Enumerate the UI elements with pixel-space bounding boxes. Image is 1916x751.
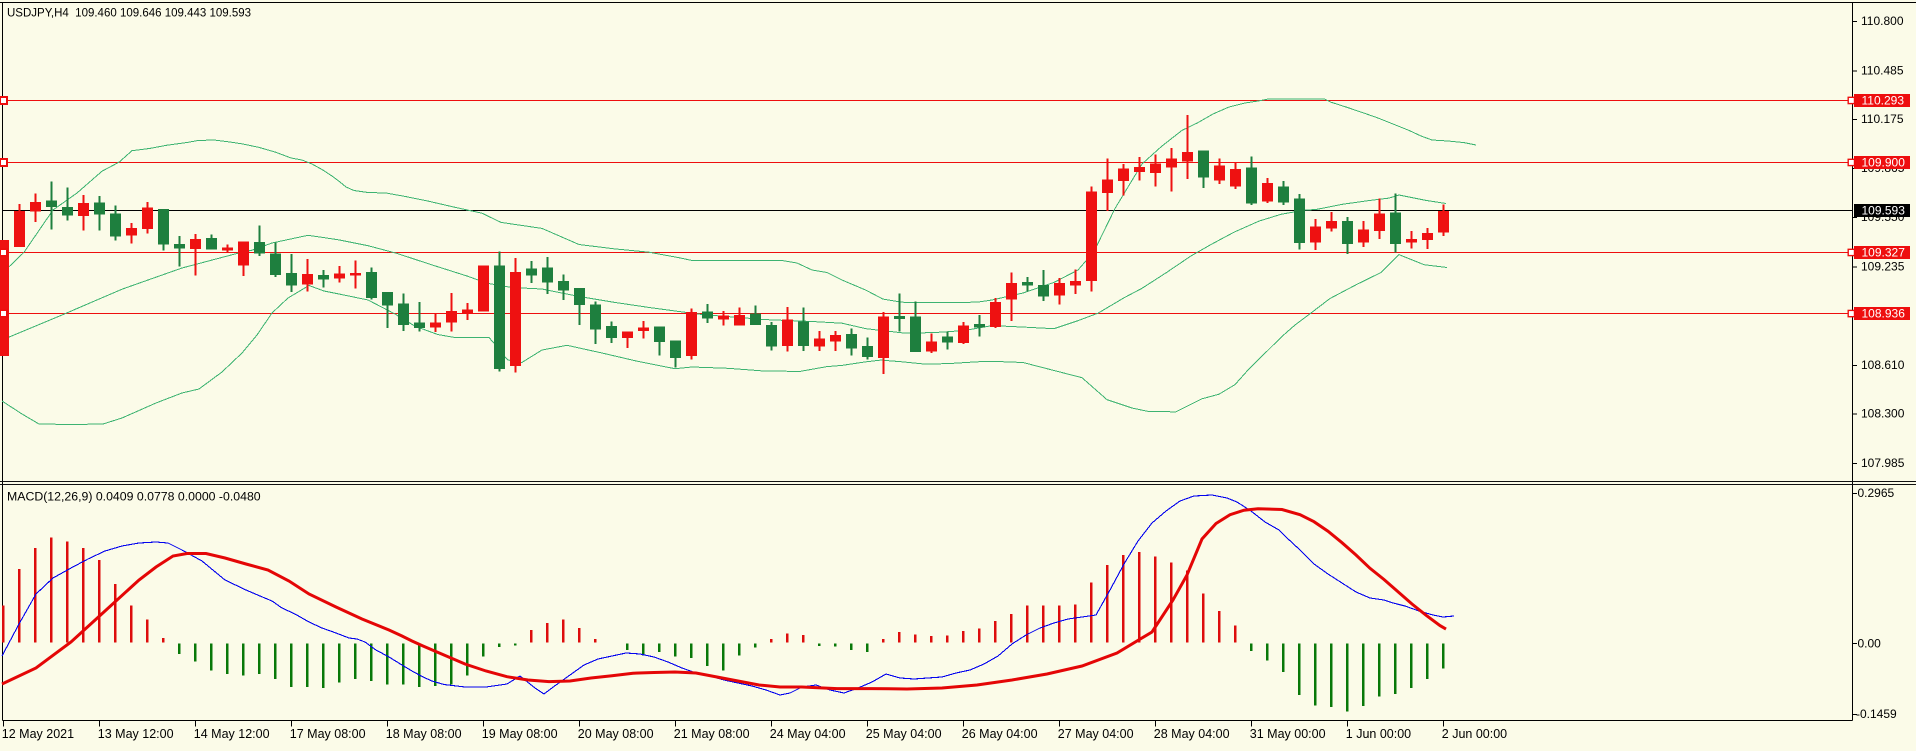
svg-text:24 May 04:00: 24 May 04:00 <box>770 727 846 741</box>
svg-text:27 May 04:00: 27 May 04:00 <box>1058 727 1134 741</box>
svg-text:MACD(12,26,9) 0.0409 0.0778 0.: MACD(12,26,9) 0.0409 0.0778 0.0000 -0.04… <box>7 490 261 504</box>
svg-text:13 May 12:00: 13 May 12:00 <box>98 727 174 741</box>
svg-text:31 May 00:00: 31 May 00:00 <box>1250 727 1326 741</box>
svg-text:-0.1459: -0.1459 <box>1856 707 1897 721</box>
svg-text:USDJPY,H4 109.460 109.646 109: USDJPY,H4 109.460 109.646 109.443 109.59… <box>7 8 251 20</box>
svg-text:19 May 08:00: 19 May 08:00 <box>482 727 558 741</box>
svg-text:26 May 04:00: 26 May 04:00 <box>962 727 1038 741</box>
svg-text:0.00: 0.00 <box>1858 637 1882 651</box>
svg-text:109.593: 109.593 <box>1862 204 1906 218</box>
svg-text:109.327: 109.327 <box>1862 246 1906 260</box>
svg-text:18 May 08:00: 18 May 08:00 <box>386 727 462 741</box>
svg-text:108.610: 108.610 <box>1861 358 1905 372</box>
svg-text:0.2965: 0.2965 <box>1858 486 1895 500</box>
svg-text:110.175: 110.175 <box>1861 112 1904 126</box>
svg-text:1 Jun 00:00: 1 Jun 00:00 <box>1346 727 1411 741</box>
svg-text:17 May 08:00: 17 May 08:00 <box>290 727 366 741</box>
svg-text:110.485: 110.485 <box>1861 64 1904 78</box>
svg-text:110.800: 110.800 <box>1861 14 1904 28</box>
svg-text:2 Jun 00:00: 2 Jun 00:00 <box>1442 727 1507 741</box>
svg-text:107.985: 107.985 <box>1861 456 1905 470</box>
svg-text:21 May 08:00: 21 May 08:00 <box>674 727 750 741</box>
svg-text:109.235: 109.235 <box>1861 260 1905 274</box>
svg-text:20 May 08:00: 20 May 08:00 <box>578 727 654 741</box>
svg-text:25 May 04:00: 25 May 04:00 <box>866 727 942 741</box>
svg-text:109.900: 109.900 <box>1862 156 1906 170</box>
svg-text:108.936: 108.936 <box>1862 307 1906 321</box>
svg-text:12 May 2021: 12 May 2021 <box>2 727 74 741</box>
svg-text:108.300: 108.300 <box>1861 407 1905 421</box>
svg-text:14 May 12:00: 14 May 12:00 <box>194 727 270 741</box>
svg-text:110.293: 110.293 <box>1862 94 1905 108</box>
svg-text:28 May 04:00: 28 May 04:00 <box>1154 727 1230 741</box>
